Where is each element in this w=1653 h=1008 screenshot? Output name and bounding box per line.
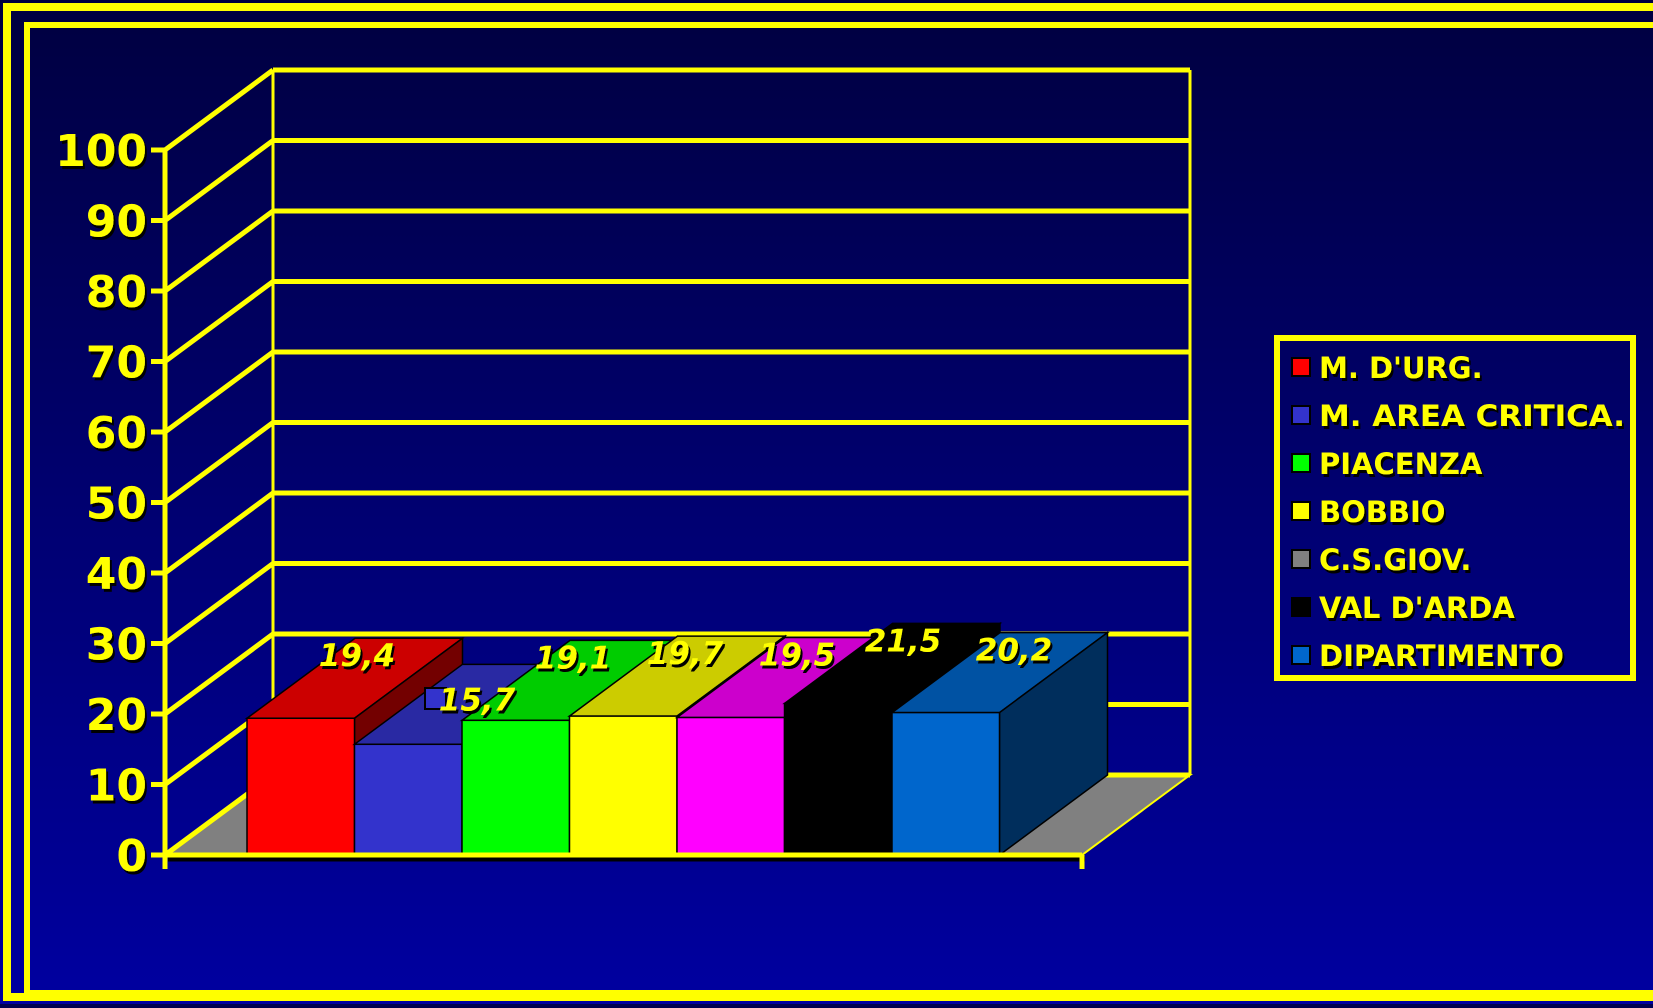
y-tick-label: 10	[86, 761, 147, 812]
legend-label: PIACENZA	[1319, 447, 1483, 481]
gridline-side	[163, 490, 275, 576]
legend-swatch	[1291, 453, 1311, 473]
data-label-marker	[424, 687, 447, 710]
bar-front-face	[353, 743, 463, 856]
gridline-side	[163, 208, 275, 294]
bar-front-face	[891, 711, 1001, 856]
gridline-side	[163, 561, 275, 646]
legend-label: VAL D'ARDA	[1319, 591, 1515, 625]
bar-front-face	[568, 715, 678, 856]
y-tick-label: 90	[86, 197, 147, 248]
y-tick-label: 50	[86, 479, 147, 530]
legend-item: VAL D'ARDA	[1291, 591, 1515, 625]
legend-label: C.S.GIOV.	[1319, 543, 1471, 577]
legend-item: DIPARTIMENTO	[1291, 639, 1564, 673]
data-label: 21,5	[865, 623, 942, 659]
legend-swatch	[1291, 597, 1311, 617]
data-label: 19,1	[535, 640, 612, 676]
legend-item: PIACENZA	[1291, 447, 1483, 481]
legend-label: M. D'URG.	[1319, 351, 1483, 385]
gridline-side	[163, 631, 275, 717]
y-axis: 0 10 20 30 40 50 60 70 80 90 100	[55, 126, 165, 882]
bar	[889, 631, 1110, 857]
gridline-side	[163, 138, 275, 223]
legend-item: BOBBIO	[1291, 495, 1445, 529]
data-label: 19,7	[647, 636, 724, 672]
bars	[244, 621, 1110, 857]
legend-item: M. D'URG.	[1291, 351, 1483, 385]
legend-item: C.S.GIOV.	[1291, 543, 1471, 577]
legend: M. D'URG. M. AREA CRITICA. PIACENZA BOBBIO C…	[1274, 335, 1636, 681]
y-tick-label: 0	[116, 831, 147, 882]
gridline-side	[163, 67, 275, 153]
legend-swatch	[1291, 549, 1311, 569]
bar-front-face	[461, 719, 571, 856]
data-label: 20,2	[976, 633, 1053, 669]
bar-front-face	[676, 716, 786, 856]
legend-swatch	[1291, 357, 1311, 377]
legend-label: M. AREA CRITICA.	[1319, 399, 1625, 433]
bar-front-face	[246, 717, 356, 856]
gridline-side	[163, 279, 275, 364]
y-tick-label: 60	[86, 408, 147, 459]
data-labels: 19,4 15,7 19,1 19,7 19,5 21,5 20,2	[162, 623, 1085, 869]
y-tick-label: 40	[86, 549, 147, 600]
y-tick-label: 100	[55, 126, 147, 177]
y-tick-label: 20	[86, 690, 147, 741]
legend-label: DIPARTIMENTO	[1319, 639, 1564, 673]
y-tick-label: 80	[86, 267, 147, 318]
data-label: 19,4	[319, 638, 396, 674]
y-tick-label: 70	[86, 338, 147, 389]
bar-front-face	[783, 702, 893, 856]
legend-item: M. AREA CRITICA.	[1291, 399, 1625, 433]
data-label: 19,5	[759, 638, 836, 674]
y-tick-label: 30	[86, 620, 147, 671]
legend-label: BOBBIO	[1319, 495, 1445, 529]
legend-swatch	[1291, 501, 1311, 521]
outer-frame	[3, 3, 1653, 1001]
legend-swatch	[1291, 405, 1311, 425]
gridline-side	[163, 420, 275, 505]
inner-frame	[24, 22, 1653, 996]
data-label: 15,7	[439, 682, 516, 718]
legend-box	[1274, 335, 1636, 681]
gridline-side	[163, 349, 275, 435]
legend-swatch	[1291, 645, 1311, 665]
